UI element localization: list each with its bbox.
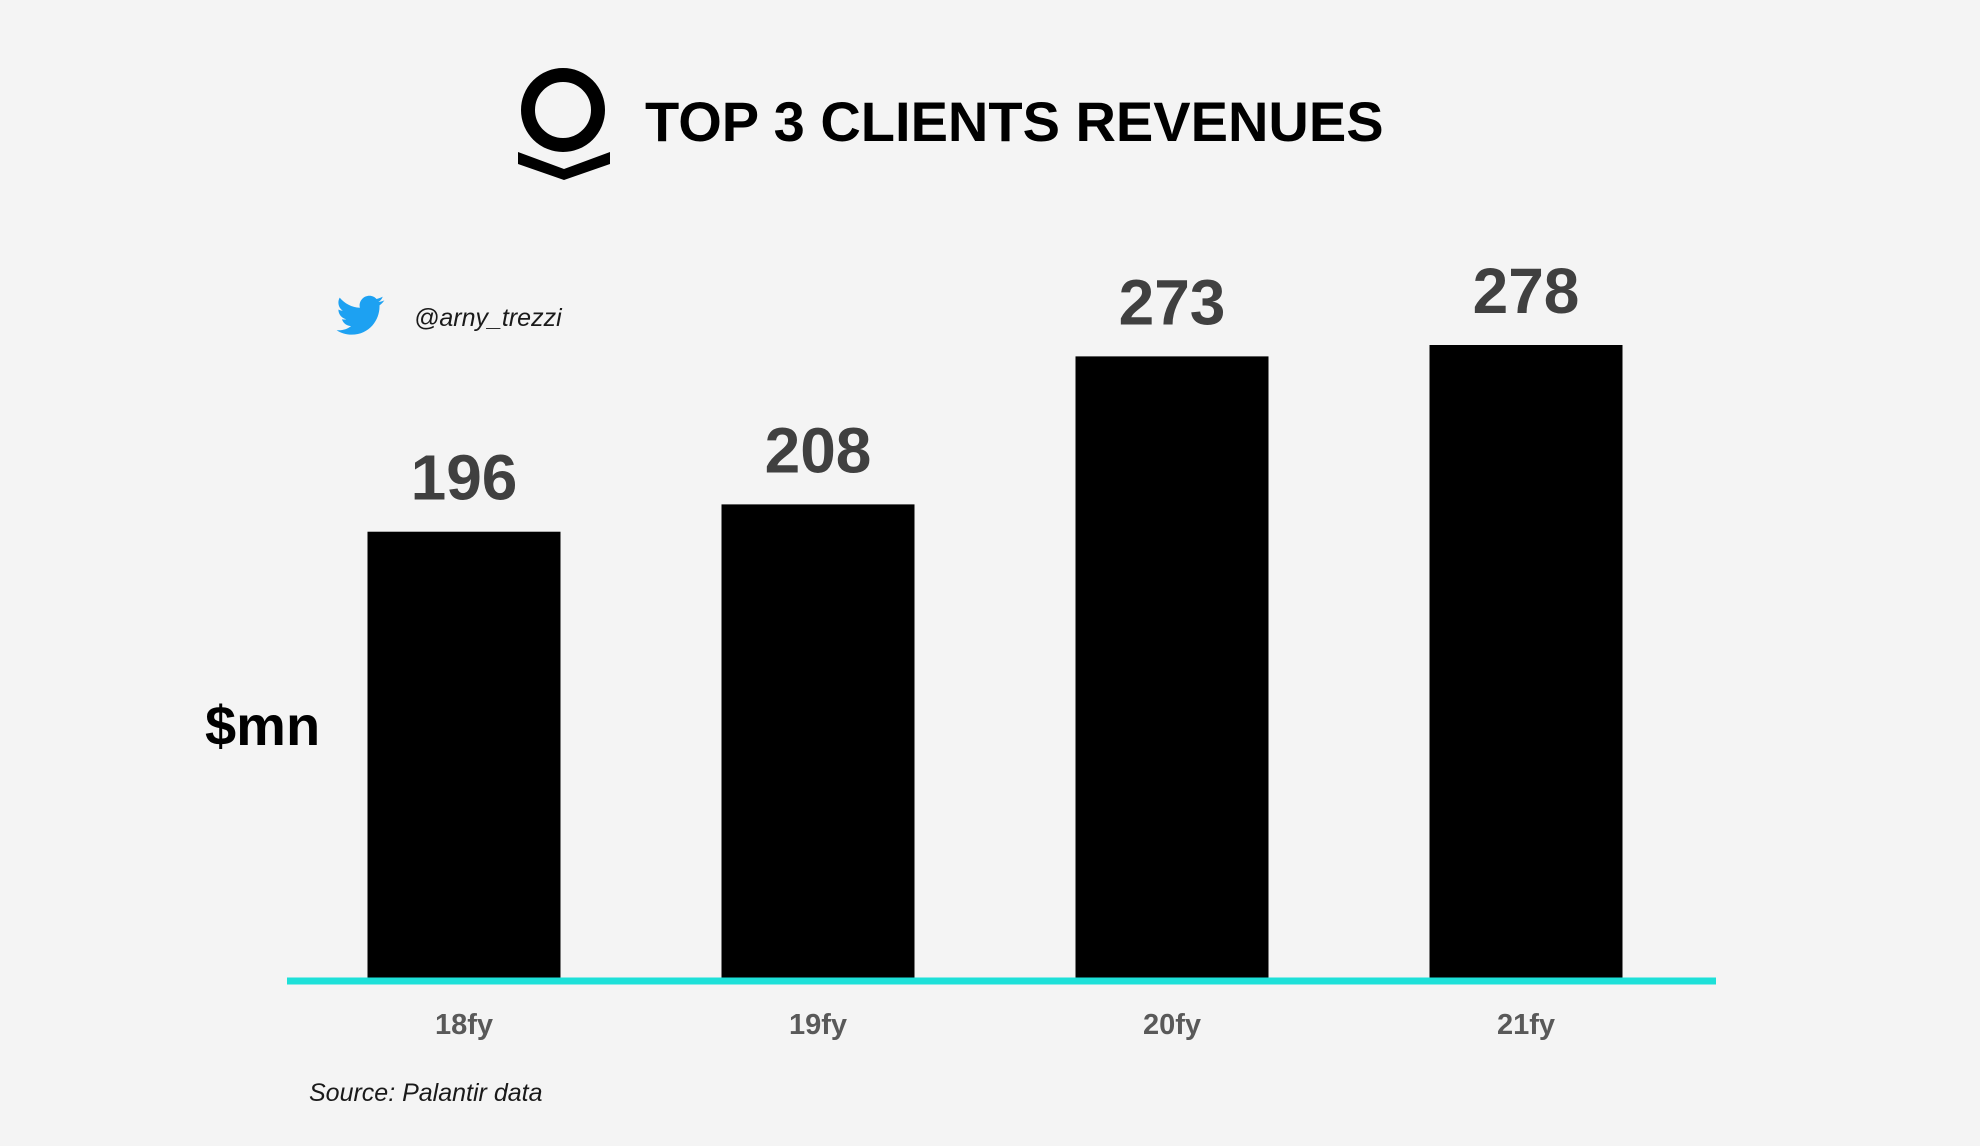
bar-18fy [367, 531, 561, 978]
value-label-20fy: 273 [1119, 266, 1226, 338]
value-label-21fy: 278 [1473, 255, 1580, 327]
bar-19fy [721, 504, 915, 978]
category-labels-layer: 18fy 19fy 20fy 21fy [435, 1009, 1555, 1041]
twitter-bird-icon [336, 295, 385, 335]
twitter-handle: @arny_trezzi [414, 304, 563, 332]
category-label-19fy: 19fy [789, 1009, 847, 1041]
category-label-21fy: 21fy [1497, 1009, 1555, 1041]
value-labels-layer: 196 208 273 278 [411, 255, 1580, 514]
bar-21fy [1429, 345, 1623, 978]
source-note: Source: Palantir data [309, 1079, 543, 1107]
value-label-18fy: 196 [411, 442, 518, 514]
bar-20fy [1075, 356, 1269, 978]
value-label-19fy: 208 [765, 414, 872, 486]
category-label-20fy: 20fy [1143, 1009, 1201, 1041]
category-label-18fy: 18fy [435, 1009, 493, 1041]
chart-title: TOP 3 CLIENTS REVENUES [645, 90, 1384, 153]
palantir-logo-icon [518, 68, 610, 180]
bars-layer [367, 345, 1623, 978]
y-axis-label: $mn [205, 694, 320, 757]
